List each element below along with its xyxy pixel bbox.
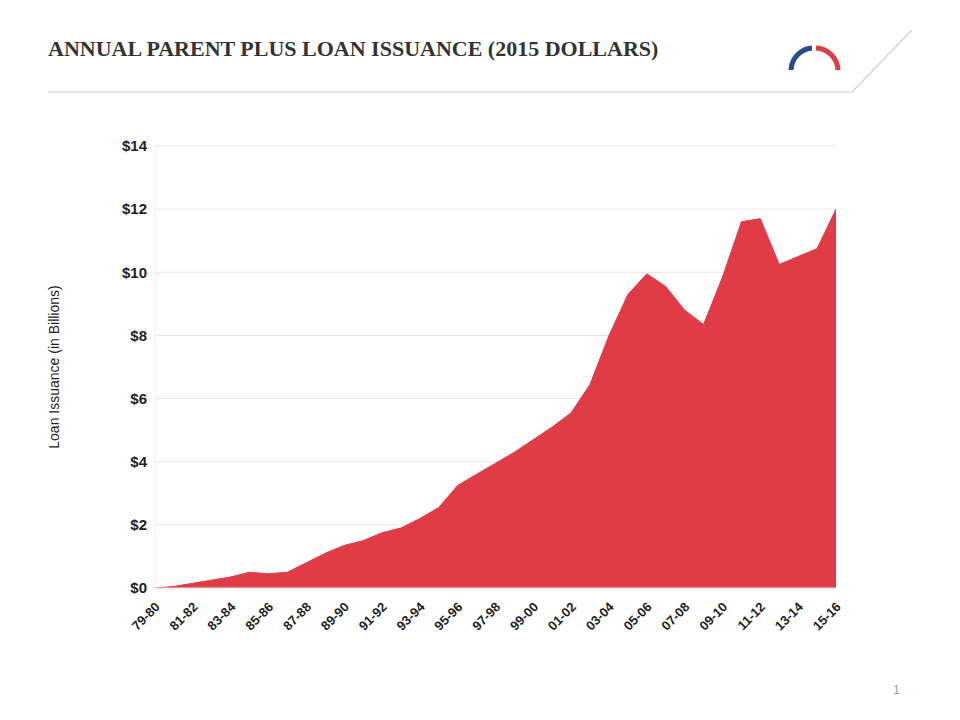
svg-text:$2: $2 (130, 516, 147, 533)
svg-text:13-14: 13-14 (772, 599, 807, 634)
svg-text:79-80: 79-80 (129, 599, 163, 633)
svg-text:05-06: 05-06 (620, 599, 654, 633)
svg-text:83-84: 83-84 (204, 599, 239, 634)
svg-text:$6: $6 (130, 390, 147, 407)
svg-text:09-10: 09-10 (696, 599, 730, 633)
svg-text:07-08: 07-08 (658, 599, 692, 633)
svg-text:$8: $8 (130, 327, 147, 344)
svg-text:Loan Issuance (in Billions): Loan Issuance (in Billions) (46, 285, 62, 448)
svg-text:$4: $4 (130, 453, 147, 470)
svg-text:01-02: 01-02 (545, 599, 579, 633)
svg-text:1: 1 (893, 683, 900, 697)
svg-text:15-16: 15-16 (810, 599, 844, 633)
svg-text:91-92: 91-92 (356, 599, 390, 633)
html-text:ANNUAL PARENT PLUS LOAN ISSUAN: ANNUAL PARENT PLUS LOAN ISSUANCE (2015 D… (48, 36, 659, 61)
svg-text:93-94: 93-94 (393, 599, 428, 634)
svg-text:11-12: 11-12 (734, 599, 768, 633)
svg-text:$14: $14 (122, 137, 148, 154)
svg-text:85-86: 85-86 (242, 599, 276, 633)
svg-text:03-04: 03-04 (583, 599, 618, 634)
svg-text:95-96: 95-96 (431, 599, 465, 633)
svg-text:$10: $10 (122, 264, 147, 281)
svg-text:$0: $0 (130, 579, 147, 596)
svg-text:81-82: 81-82 (166, 599, 200, 633)
svg-text:99-00: 99-00 (507, 599, 541, 633)
svg-text:87-88: 87-88 (280, 599, 314, 633)
svg-text:89-90: 89-90 (318, 599, 352, 633)
svg-text:$12: $12 (122, 200, 147, 217)
svg-text:97-98: 97-98 (469, 599, 503, 633)
